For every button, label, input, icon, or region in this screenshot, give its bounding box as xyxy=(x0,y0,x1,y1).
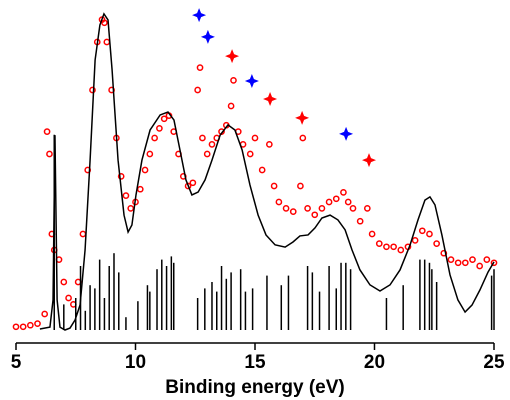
data-point xyxy=(383,243,390,251)
data-point xyxy=(397,246,405,254)
data-point xyxy=(418,227,426,235)
data-point xyxy=(136,185,144,193)
data-point xyxy=(447,256,455,263)
data-point xyxy=(325,198,333,206)
star-marker xyxy=(295,110,310,125)
data-point xyxy=(344,198,352,206)
data-point xyxy=(251,134,259,142)
x-tick-label: 15 xyxy=(244,352,266,373)
data-point xyxy=(230,77,237,84)
star-marker xyxy=(225,49,240,64)
data-point xyxy=(461,259,469,267)
data-point xyxy=(304,205,311,212)
data-point xyxy=(160,115,168,123)
data-point xyxy=(141,166,149,174)
data-point xyxy=(265,141,273,148)
data-point xyxy=(199,134,206,142)
data-point xyxy=(60,278,68,286)
data-point xyxy=(368,230,376,238)
data-point xyxy=(390,243,397,251)
data-point xyxy=(84,166,92,174)
data-point xyxy=(89,86,96,94)
star-marker xyxy=(192,8,207,23)
data-point xyxy=(469,256,476,263)
data-point xyxy=(103,38,111,46)
data-point xyxy=(299,134,307,142)
data-point xyxy=(289,208,297,215)
data-point xyxy=(426,230,433,238)
data-point xyxy=(297,182,304,190)
data-point xyxy=(340,189,347,196)
theory-line xyxy=(39,12,495,331)
data-point xyxy=(196,64,204,71)
data-point xyxy=(356,217,364,225)
star-marker xyxy=(339,126,354,141)
data-point xyxy=(156,125,163,132)
data-point xyxy=(476,262,484,270)
x-tick-label: 25 xyxy=(483,352,505,373)
x-axis-label: Binding energy (eV) xyxy=(165,377,344,398)
x-tick-label: 20 xyxy=(364,352,385,373)
data-point xyxy=(117,173,125,180)
star-marker xyxy=(244,74,259,89)
data-point xyxy=(12,323,20,331)
data-point xyxy=(349,205,357,212)
data-point xyxy=(108,86,115,94)
x-tick-label: 10 xyxy=(125,352,146,373)
data-point xyxy=(270,182,278,190)
data-point xyxy=(483,256,491,263)
star-marker xyxy=(362,153,377,168)
data-point xyxy=(43,128,51,135)
data-point xyxy=(282,205,290,212)
data-point xyxy=(411,237,419,244)
data-point xyxy=(440,249,448,257)
data-point xyxy=(19,323,27,331)
data-point xyxy=(34,320,41,327)
data-point xyxy=(203,150,211,158)
data-point xyxy=(46,150,53,158)
data-point xyxy=(433,240,440,247)
data-point xyxy=(311,211,319,219)
data-point xyxy=(332,195,340,203)
data-point xyxy=(146,150,154,158)
data-point xyxy=(375,240,383,247)
data-point xyxy=(454,259,462,267)
data-point xyxy=(189,179,197,187)
data-point xyxy=(246,150,254,158)
data-point xyxy=(101,19,108,27)
data-point xyxy=(208,141,216,148)
data-point xyxy=(65,294,72,302)
data-point xyxy=(227,102,235,110)
star-marker xyxy=(200,29,215,44)
data-point xyxy=(363,205,371,212)
data-point xyxy=(318,205,326,212)
data-point xyxy=(151,134,158,142)
data-point xyxy=(26,321,34,329)
data-point xyxy=(194,86,201,94)
data-point xyxy=(258,166,266,174)
data-point xyxy=(127,205,135,212)
star-marker xyxy=(263,91,278,106)
data-point xyxy=(275,198,283,206)
data-point xyxy=(490,259,498,267)
data-point xyxy=(41,310,49,318)
x-tick-label: 5 xyxy=(11,352,22,373)
data-point xyxy=(79,230,87,238)
data-point xyxy=(122,192,130,199)
